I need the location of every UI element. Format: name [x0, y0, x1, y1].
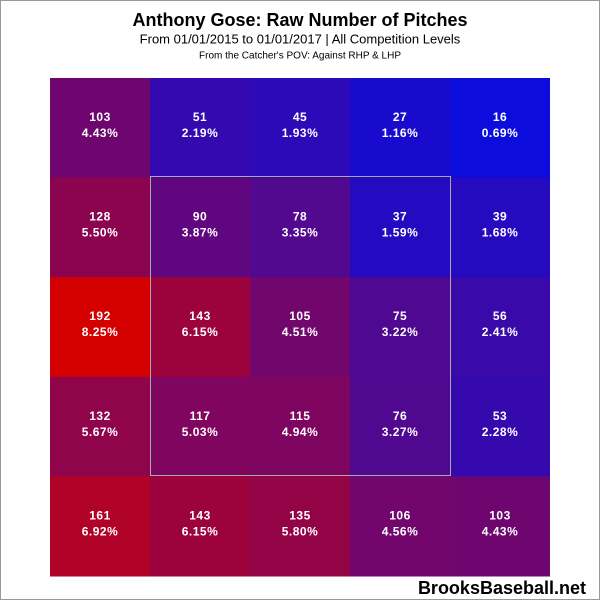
cell-count: 56	[493, 309, 507, 323]
strike-zone	[150, 176, 451, 476]
chart-note: From the Catcher's POV: Against RHP & LH…	[199, 51, 401, 62]
cell-percent: 3.35%	[282, 226, 319, 240]
cell-percent: 4.51%	[282, 325, 319, 339]
cell-count: 90	[193, 210, 207, 224]
cell-percent: 5.67%	[82, 425, 119, 439]
cell-percent: 8.25%	[82, 325, 119, 339]
cell-count: 78	[293, 210, 307, 224]
cell	[450, 376, 550, 477]
cell-count: 143	[189, 309, 211, 323]
cell-percent: 6.92%	[82, 524, 119, 538]
cell-percent: 1.93%	[282, 126, 319, 140]
cell	[350, 177, 450, 278]
cell-percent: 3.27%	[382, 425, 419, 439]
cell	[150, 476, 250, 577]
cell	[50, 476, 150, 577]
cell	[350, 476, 450, 577]
cell-percent: 2.28%	[482, 425, 519, 439]
cell	[50, 78, 150, 179]
chart-title: Anthony Gose: Raw Number of Pitches	[132, 10, 467, 30]
cell	[150, 177, 250, 278]
brand: BrooksBaseball.net	[418, 578, 586, 598]
cell	[350, 78, 450, 179]
cell-count: 132	[89, 409, 111, 423]
cell-percent: 4.43%	[482, 524, 519, 538]
cell-percent: 4.94%	[282, 425, 319, 439]
cell-count: 45	[293, 110, 307, 124]
cell	[450, 476, 550, 577]
cell-count: 106	[389, 508, 411, 522]
cell-count: 76	[393, 409, 407, 423]
cell-count: 37	[393, 210, 407, 224]
cell	[250, 476, 350, 577]
cell-count: 135	[289, 508, 311, 522]
cell	[450, 277, 550, 378]
cell-count: 39	[493, 210, 507, 224]
cell	[450, 78, 550, 179]
cell	[350, 376, 450, 477]
cell-percent: 3.22%	[382, 325, 419, 339]
cell-count: 117	[190, 409, 211, 423]
cell-count: 103	[489, 508, 511, 522]
cell-percent: 2.19%	[182, 126, 219, 140]
cell-count: 27	[393, 110, 407, 124]
cell	[450, 177, 550, 278]
cell-percent: 5.03%	[182, 425, 219, 439]
cell	[50, 177, 150, 278]
cell	[150, 376, 250, 477]
cell	[350, 277, 450, 378]
chart-subtitle: From 01/01/2015 to 01/01/2017 | All Comp…	[140, 31, 461, 46]
cell-percent: 0.69%	[482, 126, 519, 140]
cell-percent: 4.56%	[382, 524, 419, 538]
cell	[250, 78, 350, 179]
cell	[250, 376, 350, 477]
cell-count: 103	[89, 110, 111, 124]
cell	[250, 277, 350, 378]
cell-count: 16	[493, 110, 507, 124]
cell-count: 53	[493, 409, 507, 423]
cell-percent: 1.59%	[382, 226, 419, 240]
cell-percent: 5.50%	[82, 226, 119, 240]
cell-count: 115	[290, 409, 311, 423]
cell-percent: 3.87%	[182, 226, 219, 240]
cell	[50, 277, 150, 378]
cell-percent: 6.15%	[182, 325, 219, 339]
cell-percent: 4.43%	[82, 126, 119, 140]
cell	[250, 177, 350, 278]
cell-count: 75	[393, 309, 407, 323]
heatmap: 103 4.43% 51 2.19% 45 1.93% 27 1.16% 16 0.69% 128 5…	[50, 78, 550, 577]
cell	[150, 277, 250, 378]
cell-count: 192	[89, 309, 111, 323]
cell-percent: 1.68%	[482, 226, 519, 240]
cell-percent: 1.16%	[382, 126, 419, 140]
cell-count: 128	[89, 210, 111, 224]
cell	[50, 376, 150, 477]
cell	[150, 78, 250, 179]
cell-count: 105	[289, 309, 311, 323]
cell-count: 51	[193, 110, 207, 124]
cell-percent: 6.15%	[182, 524, 219, 538]
cell-count: 143	[189, 508, 211, 522]
cell-percent: 5.80%	[282, 524, 319, 538]
cell-count: 161	[89, 508, 111, 522]
cell-percent: 2.41%	[482, 325, 519, 339]
